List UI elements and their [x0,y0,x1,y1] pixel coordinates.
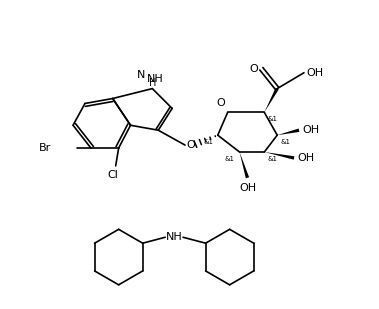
Polygon shape [264,88,279,112]
Text: &1: &1 [267,156,277,162]
Text: Cl: Cl [107,170,118,180]
Text: NH: NH [147,74,164,84]
Text: O: O [216,99,225,108]
Text: &1: &1 [225,156,235,162]
Text: NH: NH [166,232,183,242]
Text: OH: OH [239,183,256,193]
Text: N: N [137,70,146,80]
Text: H: H [149,78,156,88]
Text: OH: OH [302,125,319,135]
Text: Br: Br [39,143,51,153]
Text: O: O [250,64,258,74]
Text: OH: OH [297,153,314,163]
Text: O: O [186,140,195,150]
Polygon shape [240,152,249,178]
Text: OH: OH [306,68,323,78]
Text: &1: &1 [280,139,290,145]
Text: &1: &1 [204,139,214,145]
Polygon shape [264,152,294,160]
Polygon shape [277,129,299,135]
Text: &1: &1 [267,116,277,122]
